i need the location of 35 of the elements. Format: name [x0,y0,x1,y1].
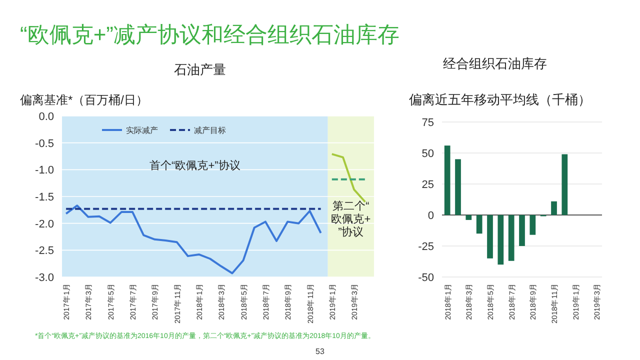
bar [508,215,514,261]
bar [476,215,482,234]
bar [466,215,472,220]
bar [562,154,568,215]
y-tick-label: -3.0 [35,272,54,284]
text: 53 [316,347,325,356]
bar [519,215,525,246]
y-tick-label: 0 [428,210,434,222]
bar [551,201,557,215]
bar [455,159,461,215]
y-tick-label: 50 [422,148,434,160]
y-tick-label: -50 [418,272,434,284]
bar [498,215,504,265]
y-tick-label: 25 [422,179,434,191]
line-series [65,204,322,274]
chart-title: “欧佩克+”减产协议和经合组织石油库存 [20,22,400,47]
chart-subtitle: 石油产量 [174,62,226,77]
y-tick-label: -1.0 [35,164,54,177]
band-label: 第二个“欧佩克+”协议 [331,200,371,238]
chart-title: 经合组织石油库存 [443,56,547,71]
y-tick-label: -2.5 [35,245,54,258]
bar [444,146,450,215]
bar [530,215,536,235]
legend-label: 实际减产 [126,126,158,135]
y-tick-label: 0.0 [38,111,54,123]
y-tick-label: -2.0 [35,218,54,230]
y-axis-title: 偏离近五年移动平均线（千桶） [409,92,591,107]
legend-label: 减产目标 [194,126,226,135]
y-tick-label: -1.5 [35,192,54,204]
y-axis-title: 偏离基准*（百万桶/日） [20,93,148,107]
bar [487,215,493,258]
band-label: 首个“欧佩克+”协议 [150,159,240,172]
y-tick-label: 75 [422,117,434,129]
y-tick-label: -25 [418,241,434,253]
y-tick-label: -0.5 [35,138,54,150]
